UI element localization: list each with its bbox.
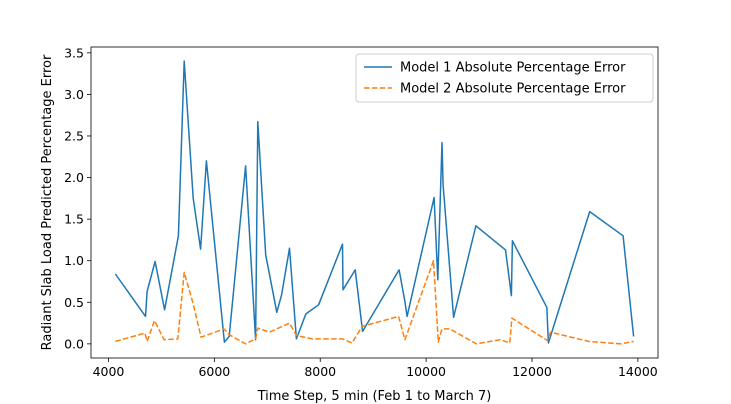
x-tick-label: 12000 <box>512 364 552 379</box>
y-axis-label: Radiant Slab Load Predicted Percentage E… <box>40 54 55 350</box>
y-tick-label: 1.5 <box>64 212 84 227</box>
x-tick-label: 6000 <box>198 364 230 379</box>
y-tick-label: 2.5 <box>64 128 84 143</box>
x-tick-label: 10000 <box>406 364 446 379</box>
axes: 4000 6000 8000 10000 12000 14000 0.0 0.5 1.0 1.5 2… <box>40 45 659 404</box>
legend-label-model-2: Model 2 Absolute Percentage Error <box>400 82 626 97</box>
x-axis-label: Time Step, 5 min (Feb 1 to March 7) <box>257 389 492 404</box>
y-tick-label: 0.5 <box>64 295 84 310</box>
legend-box <box>355 53 654 103</box>
y-tick-label: 0.0 <box>64 336 84 351</box>
series-line-model-1 <box>114 60 635 344</box>
x-tick-label: 14000 <box>618 364 658 379</box>
series-line-model-2 <box>115 259 634 345</box>
x-tick-label: 8000 <box>304 364 336 379</box>
legend-label-model-1: Model 1 Absolute Percentage Error <box>400 61 626 76</box>
y-tick-label: 1.0 <box>64 253 84 268</box>
y-tick-label: 2.0 <box>64 170 84 185</box>
y-tick-label: 3.5 <box>64 45 84 60</box>
plot-area <box>114 60 635 345</box>
legend: Model 1 Absolute Percentage Error Model 2… <box>355 53 654 103</box>
x-tick-label: 4000 <box>93 364 125 379</box>
y-tick-label: 3.0 <box>64 87 84 102</box>
plot-frame <box>90 46 659 359</box>
